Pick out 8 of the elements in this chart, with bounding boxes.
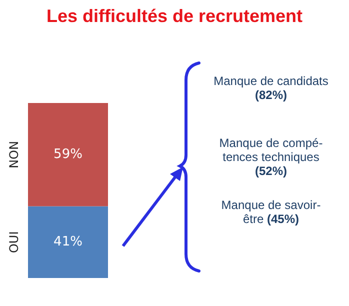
text: Manque de candidats (82%) — [212, 74, 330, 102]
data-label: 59% — [54, 147, 82, 162]
text: Manque de compé- tences techniques (52%) — [218, 136, 324, 178]
text: OUI — [7, 231, 21, 254]
data-label: 41% — [54, 234, 82, 250]
text: NON — [7, 140, 21, 168]
text: Manque de savoir- être (45%) — [220, 198, 322, 226]
text: Les difficultés de recrutement — [45, 6, 304, 27]
